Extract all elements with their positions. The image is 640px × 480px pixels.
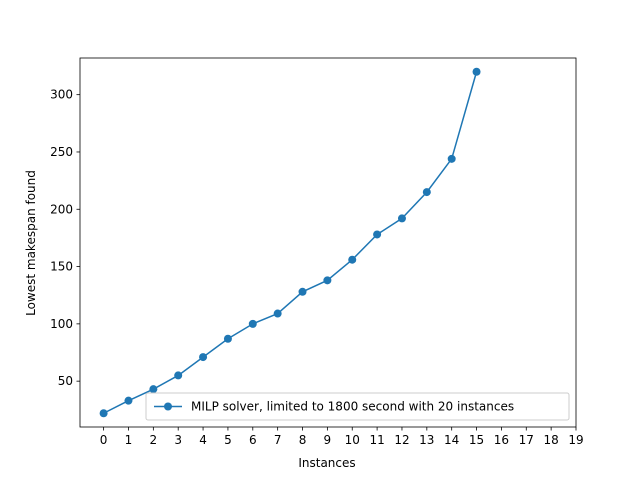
x-tick-label: 0 bbox=[100, 433, 108, 447]
y-tick-label: 100 bbox=[50, 317, 73, 331]
x-tick-label: 3 bbox=[174, 433, 182, 447]
data-point bbox=[124, 396, 133, 405]
x-tick-label: 10 bbox=[345, 433, 360, 447]
legend-box bbox=[145, 392, 570, 421]
data-point bbox=[199, 353, 208, 362]
data-point bbox=[223, 334, 232, 343]
x-tick-label: 17 bbox=[519, 433, 534, 447]
x-tick-label: 1 bbox=[125, 433, 133, 447]
y-axis-label: Lowest makespan found bbox=[24, 170, 38, 316]
data-point bbox=[174, 371, 183, 380]
x-tick-label: 7 bbox=[274, 433, 282, 447]
x-tick-label: 14 bbox=[444, 433, 459, 447]
data-point bbox=[298, 287, 307, 296]
x-tick-label: 2 bbox=[150, 433, 158, 447]
legend-label: MILP solver, limited to 1800 second with… bbox=[191, 400, 514, 414]
x-tick-label: 19 bbox=[568, 433, 583, 447]
plot-frame bbox=[79, 57, 577, 428]
series-line bbox=[103, 71, 478, 414]
x-tick-label: 18 bbox=[543, 433, 558, 447]
y-tick-label: 250 bbox=[50, 145, 73, 159]
data-point bbox=[323, 276, 332, 285]
x-tick-label: 15 bbox=[469, 433, 484, 447]
y-tick-label: 200 bbox=[50, 202, 73, 216]
legend: MILP solver, limited to 1800 second with… bbox=[145, 392, 570, 421]
data-point bbox=[273, 309, 282, 318]
x-tick-label: 9 bbox=[324, 433, 332, 447]
data-point bbox=[422, 188, 431, 197]
x-tick-label: 6 bbox=[249, 433, 257, 447]
legend-marker bbox=[164, 402, 172, 411]
x-tick-label: 16 bbox=[494, 433, 509, 447]
data-point bbox=[248, 319, 257, 328]
data-point bbox=[149, 385, 158, 394]
x-tick-label: 8 bbox=[299, 433, 307, 447]
x-tick-label: 11 bbox=[369, 433, 384, 447]
x-tick-label: 12 bbox=[394, 433, 409, 447]
x-tick-label: 13 bbox=[419, 433, 434, 447]
data-point bbox=[99, 409, 108, 418]
y-tick-label: 300 bbox=[50, 88, 73, 102]
data-point bbox=[397, 214, 406, 223]
x-axis-label: Instances bbox=[298, 456, 355, 470]
data-point bbox=[447, 154, 456, 163]
x-tick-label: 5 bbox=[224, 433, 232, 447]
x-tick-label: 4 bbox=[199, 433, 207, 447]
y-axis: 50 100 150 200 250 300 bbox=[50, 88, 80, 388]
data-point bbox=[348, 255, 357, 264]
y-tick-label: 150 bbox=[50, 260, 73, 274]
x-axis: 0 1 2 3 4 5 6 7 8 9 10 11 12 13 14 15 16 17 18 19 bbox=[100, 427, 584, 447]
y-tick-label: 50 bbox=[58, 374, 73, 388]
data-point bbox=[373, 230, 382, 239]
data-point bbox=[472, 67, 481, 76]
plot-area bbox=[79, 57, 577, 428]
